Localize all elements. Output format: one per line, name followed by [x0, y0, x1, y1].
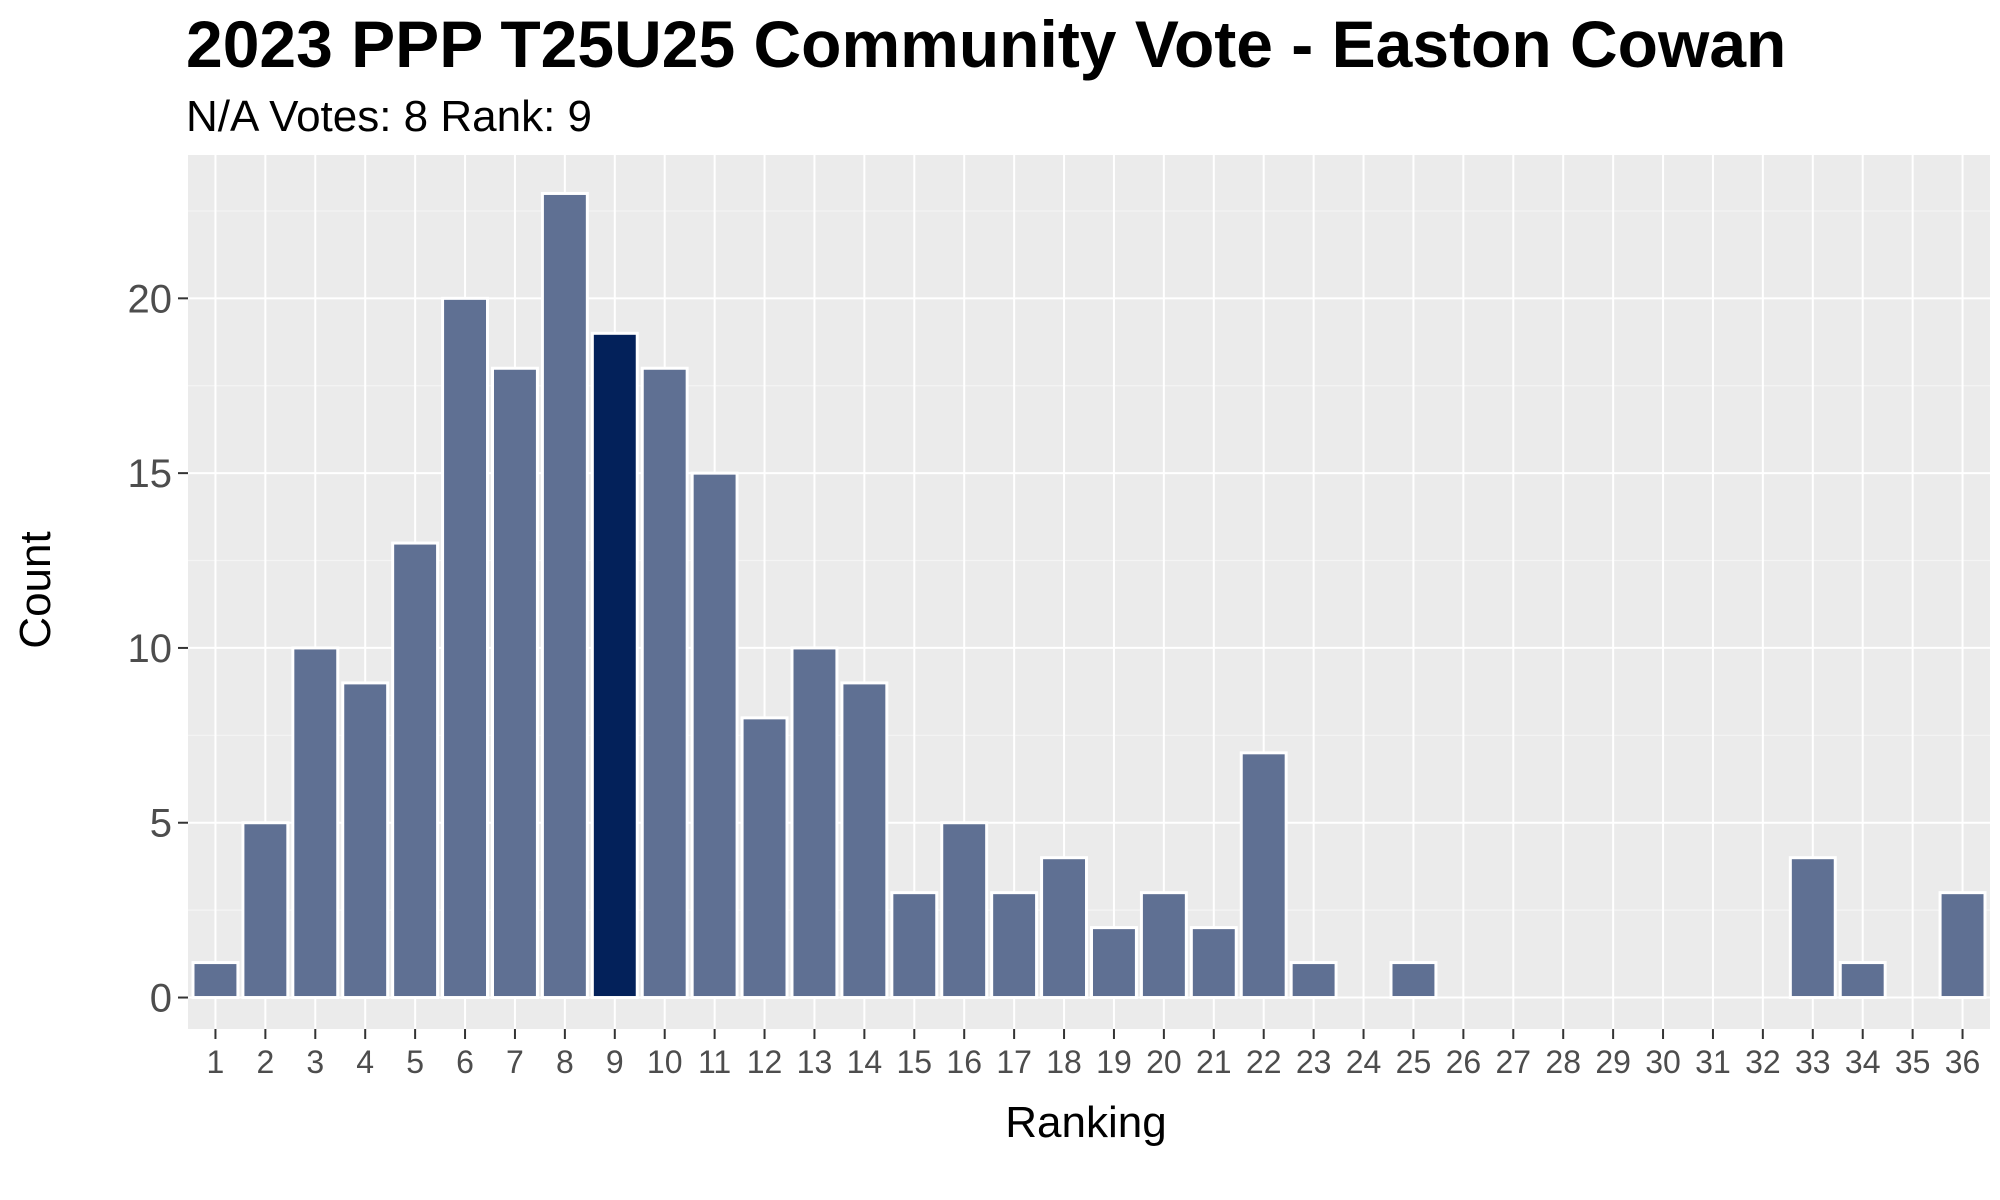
bar-7 [490, 366, 539, 1000]
y-tick-label: 10 [128, 627, 173, 671]
bar-6 [441, 296, 490, 1000]
x-tick-label: 19 [1096, 1044, 1132, 1080]
bar-series [191, 191, 1987, 1000]
bar-12 [740, 716, 789, 1000]
bar-19 [1089, 926, 1138, 1000]
bar-8 [540, 191, 589, 1000]
x-tick-label: 35 [1895, 1044, 1931, 1080]
x-tick-label: 5 [406, 1044, 424, 1080]
chart-title: 2023 PPP T25U25 Community Vote - Easton … [186, 7, 1787, 81]
y-tick-label: 15 [128, 452, 173, 496]
bar-21 [1189, 926, 1238, 1000]
bar-34 [1838, 961, 1887, 1000]
bar-4 [341, 681, 390, 1000]
bar-15 [890, 891, 939, 1000]
x-tick-label: 15 [896, 1044, 932, 1080]
x-tick-label: 30 [1645, 1044, 1681, 1080]
bar-9 [590, 331, 639, 1000]
x-axis-title: Ranking [1005, 1098, 1167, 1147]
x-tick-label: 4 [356, 1044, 374, 1080]
bar-23 [1289, 961, 1338, 1000]
y-tick-label: 20 [128, 277, 173, 321]
x-tick-label: 17 [996, 1044, 1032, 1080]
x-tick-label: 36 [1945, 1044, 1981, 1080]
x-tick-label: 25 [1396, 1044, 1432, 1080]
x-tick-label: 33 [1795, 1044, 1831, 1080]
x-tick-label: 13 [797, 1044, 833, 1080]
x-tick-label: 27 [1495, 1044, 1531, 1080]
x-tick-label: 20 [1146, 1044, 1182, 1080]
bar-36 [1938, 891, 1987, 1000]
x-tick-label: 12 [747, 1044, 783, 1080]
x-tick-label: 16 [946, 1044, 982, 1080]
x-tick-label: 34 [1845, 1044, 1881, 1080]
x-tick-label: 21 [1196, 1044, 1232, 1080]
bar-11 [690, 471, 739, 1000]
x-tick-label: 6 [456, 1044, 474, 1080]
x-axis: 1 2 3 4 5 6 7 8 9 10 11 12 13 14 15 16 17 18 19 20 21 22 23 24 2… [207, 1029, 1981, 1080]
x-tick-label: 24 [1346, 1044, 1382, 1080]
x-tick-label: 23 [1296, 1044, 1332, 1080]
bar-33 [1788, 856, 1837, 1000]
y-tick-label: 0 [150, 977, 172, 1021]
x-tick-label: 9 [606, 1044, 624, 1080]
y-axis: 0 5 10 15 20 [128, 277, 188, 1021]
bar-2 [241, 821, 290, 1000]
chart-subtitle: N/A Votes: 8 Rank: 9 [186, 92, 593, 141]
x-tick-label: 14 [847, 1044, 883, 1080]
x-tick-label: 29 [1595, 1044, 1631, 1080]
x-tick-label: 10 [647, 1044, 683, 1080]
bar-16 [940, 821, 989, 1000]
x-tick-label: 26 [1446, 1044, 1482, 1080]
bar-14 [840, 681, 889, 1000]
y-tick-label: 5 [150, 802, 172, 846]
x-tick-label: 7 [506, 1044, 524, 1080]
x-tick-label: 2 [256, 1044, 274, 1080]
bar-22 [1239, 751, 1288, 1000]
bar-17 [990, 891, 1039, 1000]
bar-5 [391, 541, 440, 1000]
bar-10 [640, 366, 689, 1000]
x-tick-label: 1 [207, 1044, 225, 1080]
bar-20 [1139, 891, 1188, 1000]
bar-1 [191, 961, 240, 1000]
x-tick-label: 11 [698, 1044, 731, 1080]
x-tick-label: 28 [1545, 1044, 1581, 1080]
x-tick-label: 32 [1745, 1044, 1781, 1080]
x-tick-label: 18 [1046, 1044, 1082, 1080]
x-tick-label: 31 [1695, 1044, 1731, 1080]
x-tick-label: 8 [556, 1044, 574, 1080]
bar-13 [790, 646, 839, 1000]
x-tick-label: 22 [1246, 1044, 1282, 1080]
bar-3 [291, 646, 340, 1000]
bar-25 [1389, 961, 1438, 1000]
x-tick-label: 3 [306, 1044, 324, 1080]
bar-18 [1040, 856, 1089, 1000]
